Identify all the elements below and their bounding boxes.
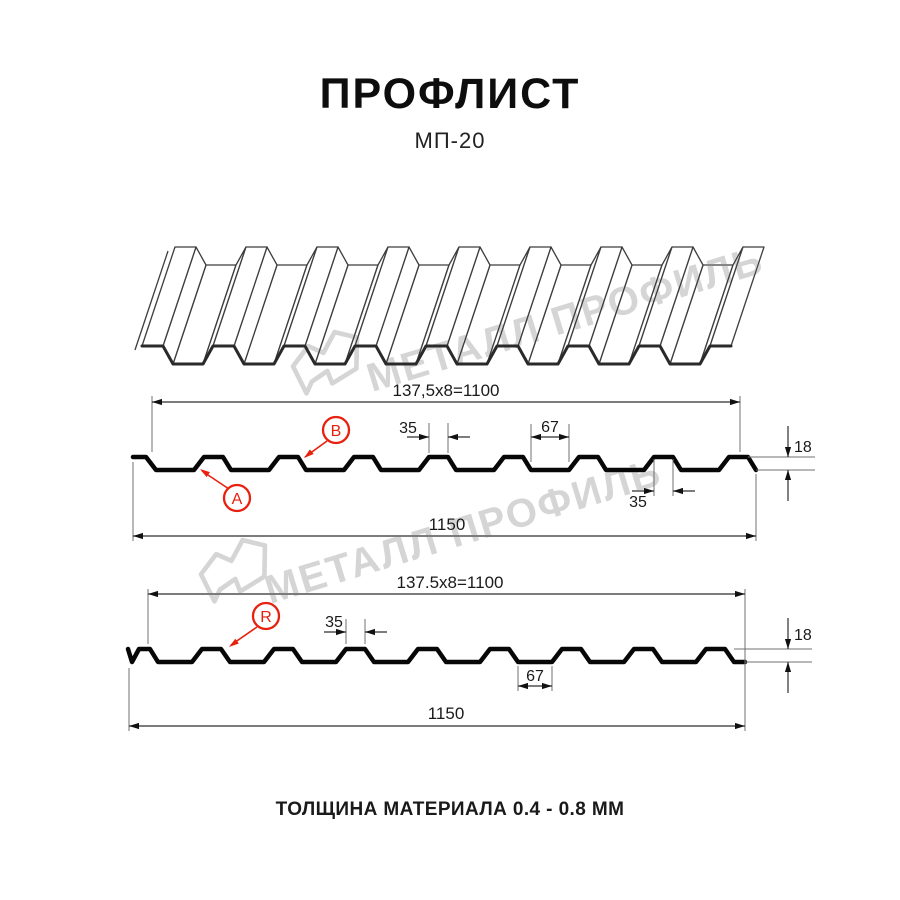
brand-logo-icon [290, 329, 360, 396]
cross-section-top-dimension-lines [132, 396, 815, 541]
dim-total-width-top: 1150 [429, 515, 466, 534]
cross-section-bottom-dimension-lines [128, 589, 812, 731]
cross-section-top-dimension-labels: 137,5x8=1100 1150 35 67 35 18 [393, 381, 812, 534]
dim-working-width-top: 137,5x8=1100 [393, 381, 500, 400]
callout-r-label: R [260, 609, 272, 626]
callout-letters: A B R [232, 423, 342, 626]
callout-b-label: B [331, 423, 342, 440]
profile-3d-view [134, 246, 765, 366]
dim-crest-width-bottom-top: 35 [629, 494, 647, 511]
callout-a-label: A [232, 491, 243, 508]
cross-section-bottom-profile [125, 646, 748, 665]
dim-crest-width-bottom: 35 [325, 614, 343, 631]
cross-section-top-profile [130, 454, 759, 473]
dim-height-top: 18 [794, 439, 812, 456]
callout-marks [200, 415, 351, 647]
brand-logo-icon [198, 537, 268, 604]
product-model: МП-20 [414, 128, 486, 153]
dim-working-width-bottom: 137.5x8=1100 [397, 573, 504, 592]
dim-valley-width-top: 67 [541, 419, 559, 436]
cross-section-bottom-dimension-labels: 137.5x8=1100 1150 35 67 18 [325, 573, 812, 723]
dim-crest-width-top: 35 [399, 420, 417, 437]
dim-height-bottom: 18 [794, 627, 812, 644]
page-title: ПРОФЛИСТ [319, 70, 581, 118]
material-thickness-note: ТОЛЩИНА МАТЕРИАЛА 0.4 - 0.8 ММ [275, 799, 625, 820]
dim-valley-width-bottom: 67 [526, 668, 544, 685]
dim-total-width-bottom: 1150 [428, 704, 465, 723]
